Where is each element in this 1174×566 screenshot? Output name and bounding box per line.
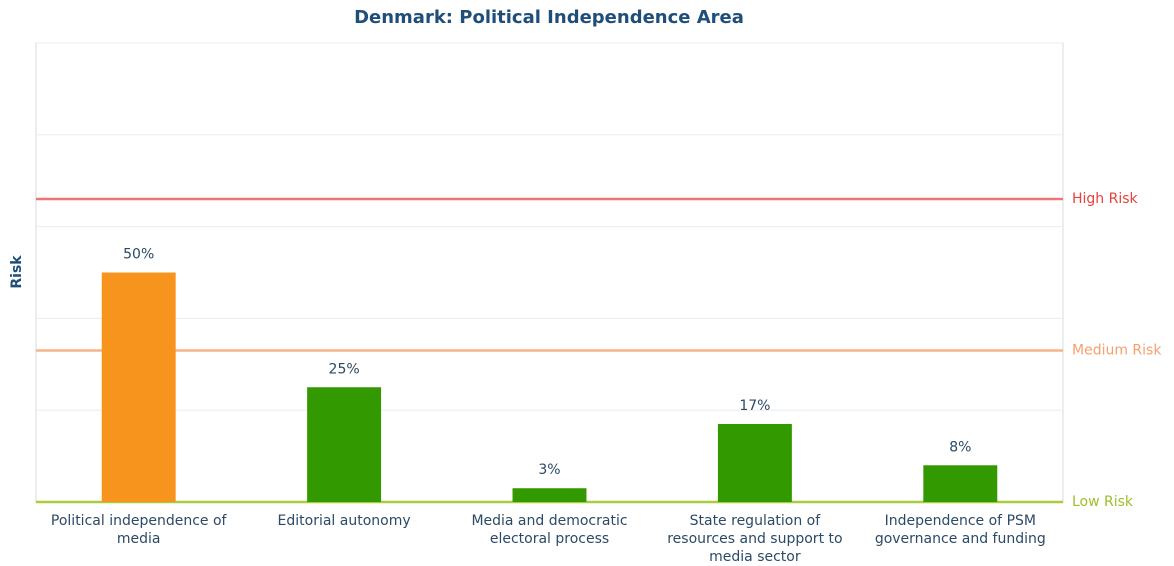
bar [512, 488, 587, 502]
value-label: 17% [739, 398, 770, 414]
value-label: 8% [949, 439, 971, 455]
value-label: 3% [538, 462, 560, 478]
value-label: 25% [329, 361, 360, 377]
x-tick-label: Media and democratic electoral process [471, 513, 628, 547]
x-tick-label: Editorial autonomy [277, 513, 411, 529]
value-label: 50% [123, 247, 154, 263]
y-axis-label: Risk [9, 255, 25, 289]
threshold-label: Medium Risk [1072, 343, 1162, 359]
threshold-label: High Risk [1072, 191, 1139, 207]
x-tick-label: Independence of PSM governance and fundi… [874, 513, 1046, 547]
plot-frame [35, 42, 1064, 503]
x-tick-label: State regulation of resources and suppor… [667, 513, 843, 565]
x-tick-label: Political independence of media [50, 513, 227, 547]
threshold-label: Low Risk [1072, 494, 1134, 510]
bar [717, 423, 792, 502]
bar [923, 465, 998, 502]
bar [101, 272, 176, 502]
chart-title: Denmark: Political Independence Area [354, 7, 744, 28]
bar [307, 387, 382, 502]
